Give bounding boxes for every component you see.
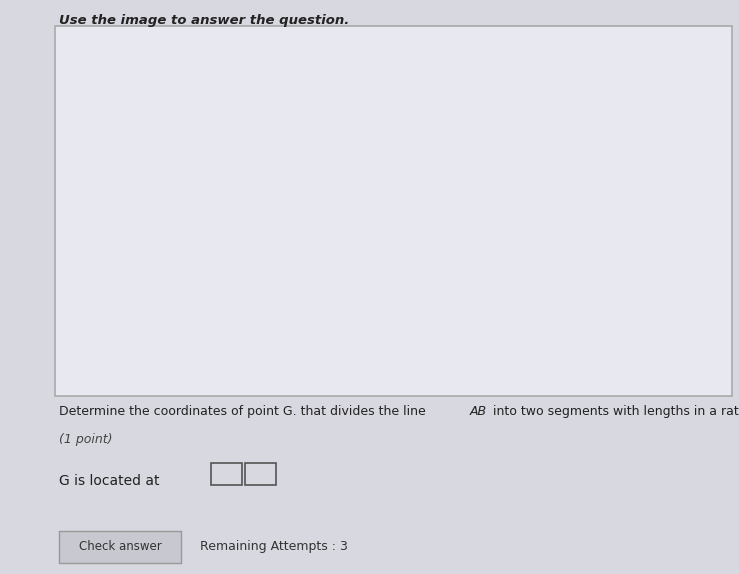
Text: 8: 8 xyxy=(573,227,582,241)
Text: into two segments with lengths in a ratio of 3:5.: into two segments with lengths in a rati… xyxy=(489,405,739,418)
Text: A: A xyxy=(180,172,199,196)
Text: 6: 6 xyxy=(471,227,480,241)
Text: 4: 4 xyxy=(370,227,378,241)
Text: B: B xyxy=(588,172,606,196)
Text: -2: -2 xyxy=(144,328,157,341)
Text: G is located at: G is located at xyxy=(59,474,160,487)
Text: y: y xyxy=(176,45,185,60)
Text: 1: 1 xyxy=(217,227,225,241)
Text: x: x xyxy=(713,192,722,207)
Text: 2: 2 xyxy=(149,88,157,100)
Text: Check answer: Check answer xyxy=(79,540,161,553)
Text: (1 point): (1 point) xyxy=(59,433,112,447)
Text: 1: 1 xyxy=(149,148,157,161)
Text: Use the image to answer the question.: Use the image to answer the question. xyxy=(59,14,350,28)
Text: AB: AB xyxy=(470,405,487,418)
Text: -1: -1 xyxy=(144,267,157,281)
Text: 7: 7 xyxy=(522,227,531,241)
Text: 2: 2 xyxy=(268,227,276,241)
Text: 3: 3 xyxy=(319,227,327,241)
Text: 5: 5 xyxy=(420,227,429,241)
Text: Remaining Attempts : 3: Remaining Attempts : 3 xyxy=(200,540,347,553)
Text: 10: 10 xyxy=(671,227,688,241)
Text: Determine the coordinates of point G. that divides the line: Determine the coordinates of point G. th… xyxy=(59,405,430,418)
Text: 0: 0 xyxy=(166,227,174,241)
Text: 9: 9 xyxy=(624,227,633,241)
